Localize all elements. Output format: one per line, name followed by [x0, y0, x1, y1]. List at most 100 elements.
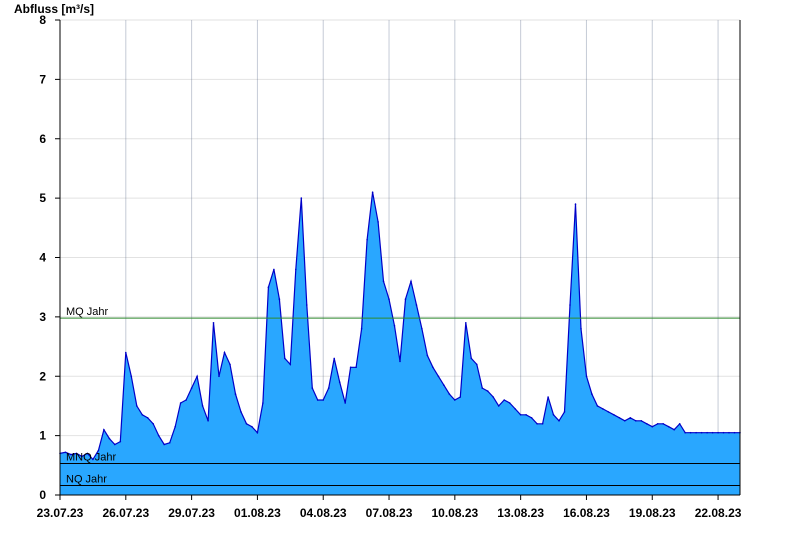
discharge-point [92, 458, 94, 461]
discharge-point [136, 405, 138, 407]
x-tick-label: 07.08.23 [366, 506, 413, 520]
discharge-point [327, 387, 330, 389]
discharge-point [514, 408, 516, 410]
discharge-point [179, 402, 182, 404]
y-axis-title: Abfluss [m³/s] [14, 2, 94, 16]
discharge-point [240, 411, 242, 413]
discharge-point [728, 431, 730, 434]
discharge-point [75, 452, 78, 455]
discharge-point [733, 431, 736, 434]
discharge-point [97, 449, 100, 452]
x-tick-label: 10.08.23 [431, 506, 478, 520]
x-tick-label: 22.08.23 [695, 506, 742, 520]
discharge-point [146, 417, 149, 419]
discharge-point [591, 393, 593, 395]
reference-line-label: MQ Jahr [66, 306, 109, 318]
axes: 0 1 2 3 4 5 6 7 8 23.07.23 26.07.23 29.07.23 01.08.2… [37, 13, 742, 520]
reference-line-label: NQ Jahr [66, 474, 107, 486]
discharge-point [333, 357, 336, 360]
discharge-point [393, 325, 396, 327]
x-tick-label: 23.07.23 [37, 506, 84, 520]
discharge-point [421, 328, 423, 330]
discharge-point [656, 423, 659, 425]
discharge-point [284, 357, 286, 360]
discharge-point [70, 453, 72, 456]
discharge-point [349, 366, 352, 369]
y-tick-label: 3 [39, 310, 46, 324]
discharge-point [711, 431, 714, 434]
discharge-point [437, 375, 440, 378]
discharge-point [640, 420, 643, 422]
discharge-point [525, 414, 527, 416]
discharge-point [618, 417, 621, 419]
discharge-point [497, 405, 500, 407]
y-tick-label: 2 [39, 369, 46, 383]
discharge-point [262, 402, 264, 404]
discharge-point [125, 351, 127, 354]
x-tick-label: 29.07.23 [168, 506, 215, 520]
discharge-point [569, 304, 571, 306]
discharge-point [399, 360, 401, 363]
discharge-point [218, 375, 220, 378]
discharge-point [382, 280, 385, 283]
discharge-point [547, 396, 549, 398]
discharge-point [486, 390, 489, 392]
discharge-point [289, 363, 292, 366]
discharge-point [558, 420, 560, 422]
discharge-point [207, 420, 209, 422]
discharge-point [432, 366, 434, 369]
discharge-point [684, 431, 686, 434]
discharge-point [295, 268, 297, 271]
discharge-point [377, 221, 379, 223]
x-tick-label: 16.08.23 [563, 506, 610, 520]
discharge-point [476, 363, 478, 366]
discharge-point [273, 268, 275, 271]
discharge-point [316, 399, 319, 401]
discharge-point [541, 423, 544, 425]
x-tick-label: 13.08.23 [497, 506, 544, 520]
y-tick-label: 1 [39, 429, 46, 443]
discharge-point [602, 408, 604, 410]
discharge-point [717, 431, 719, 434]
discharge-point [706, 431, 708, 434]
discharge-point [635, 420, 637, 422]
y-tick-label: 5 [39, 191, 46, 205]
discharge-point [596, 405, 599, 407]
discharge-point [366, 238, 368, 241]
discharge-point [508, 402, 511, 404]
discharge-point [338, 381, 341, 384]
reference-line-label: MNQ Jahr [66, 452, 116, 464]
x-tick-label: 01.08.23 [234, 506, 281, 520]
discharge-point [448, 393, 451, 395]
y-tick-label: 8 [39, 13, 46, 27]
discharge-point [678, 423, 681, 425]
discharge-point [256, 431, 259, 434]
discharge-point [152, 423, 154, 425]
discharge-point [470, 357, 473, 360]
discharge-point [629, 417, 632, 419]
discharge-point [371, 191, 374, 193]
discharge-point [580, 328, 582, 330]
discharge-point [300, 197, 303, 199]
discharge-point [344, 402, 347, 404]
x-tick-label: 04.08.23 [300, 506, 347, 520]
discharge-point [404, 298, 407, 300]
discharge-point [245, 423, 248, 425]
discharge-point [322, 399, 325, 401]
discharge-point [278, 298, 281, 300]
discharge-point [388, 298, 390, 300]
discharge-point [585, 375, 588, 378]
discharge-point [492, 396, 495, 398]
discharge-point [624, 420, 626, 422]
discharge-point [212, 322, 215, 324]
discharge-point [415, 304, 418, 306]
discharge-point [667, 425, 670, 428]
y-tick-label: 6 [39, 132, 46, 146]
discharge-point [662, 423, 664, 425]
discharge-point [190, 387, 193, 389]
discharge-point [185, 399, 187, 401]
discharge-point [360, 328, 363, 330]
discharge-point [607, 411, 610, 413]
discharge-point [196, 375, 198, 378]
